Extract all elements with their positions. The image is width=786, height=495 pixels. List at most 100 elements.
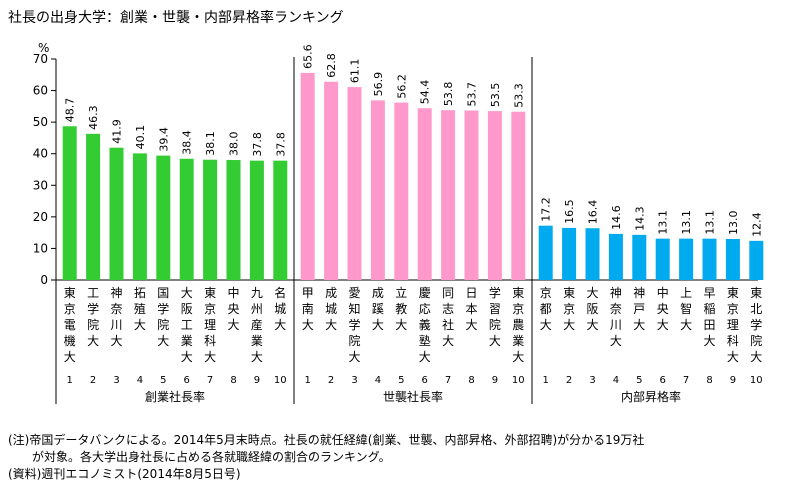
bar bbox=[725, 238, 740, 280]
category-label: 京都大 bbox=[540, 286, 552, 332]
bar bbox=[632, 234, 647, 280]
rank-label: 10 bbox=[512, 375, 525, 386]
data-label: 62.8 bbox=[325, 53, 338, 78]
bar bbox=[300, 72, 315, 281]
y-tick-label: 30 bbox=[33, 178, 48, 192]
bar bbox=[249, 160, 264, 280]
data-label: 53.5 bbox=[489, 83, 502, 108]
category-label: 大阪大 bbox=[586, 286, 598, 332]
bar bbox=[347, 87, 362, 280]
data-label: 13.1 bbox=[657, 210, 670, 235]
rank-label: 10 bbox=[750, 375, 763, 386]
rank-label: 4 bbox=[613, 375, 619, 386]
bar bbox=[417, 108, 432, 280]
y-tick-label: 40 bbox=[33, 147, 48, 161]
data-label: 37.8 bbox=[274, 132, 287, 157]
rank-label: 8 bbox=[230, 375, 236, 386]
rank-label: 4 bbox=[375, 375, 381, 386]
category-label: 日本大 bbox=[465, 286, 477, 332]
bar bbox=[538, 225, 553, 280]
category-label: 大阪工業大 bbox=[181, 286, 193, 364]
rank-label: 6 bbox=[184, 375, 190, 386]
category-label: 工学院大 bbox=[87, 286, 99, 348]
data-label: 48.7 bbox=[64, 98, 77, 123]
category-label: 立教大 bbox=[395, 285, 407, 332]
y-axis-unit: % bbox=[38, 41, 49, 55]
y-tick-label: 20 bbox=[33, 210, 48, 224]
bar bbox=[441, 110, 456, 280]
data-label: 53.3 bbox=[512, 83, 525, 108]
data-label: 16.4 bbox=[587, 200, 600, 225]
data-label: 41.9 bbox=[111, 119, 124, 144]
bar bbox=[86, 133, 101, 280]
category-label: 成城大 bbox=[325, 286, 337, 332]
category-label: 神奈川大 bbox=[110, 286, 122, 348]
rank-label: 9 bbox=[254, 375, 260, 386]
category-label: 中央大 bbox=[227, 285, 239, 332]
rank-label: 3 bbox=[589, 375, 595, 386]
category-label: 国学院大 bbox=[157, 286, 169, 348]
data-label: 54.4 bbox=[419, 80, 432, 105]
rank-label: 5 bbox=[398, 375, 404, 386]
y-tick-label: 10 bbox=[33, 241, 48, 255]
rank-label: 6 bbox=[422, 375, 428, 386]
bar bbox=[324, 81, 339, 280]
rank-label: 2 bbox=[566, 375, 572, 386]
category-label: 同志社大 bbox=[442, 286, 454, 348]
bar bbox=[608, 233, 623, 280]
rank-label: 7 bbox=[445, 375, 451, 386]
category-label: 東京理科大 bbox=[727, 286, 739, 364]
bar bbox=[487, 111, 502, 280]
data-label: 46.3 bbox=[87, 105, 100, 130]
bar bbox=[132, 153, 147, 280]
data-label: 56.2 bbox=[395, 74, 408, 99]
note-line-1: (注)帝国データバンクによる。2014年5月末時点。社長の就任経緯(創業、世襲、… bbox=[8, 433, 645, 447]
rank-label: 7 bbox=[683, 375, 689, 386]
data-label: 14.3 bbox=[633, 206, 646, 231]
data-label: 14.6 bbox=[610, 205, 623, 230]
data-label: 65.6 bbox=[302, 44, 315, 69]
category-label: 学習院大 bbox=[489, 285, 501, 348]
category-label: 名城大 bbox=[274, 285, 286, 332]
group-label: 世襲社長率 bbox=[383, 389, 443, 404]
data-label: 37.8 bbox=[251, 132, 264, 157]
group-label: 内部昇格率 bbox=[621, 389, 681, 404]
rank-label: 7 bbox=[207, 375, 213, 386]
bar bbox=[62, 126, 77, 280]
rank-label: 8 bbox=[468, 375, 474, 386]
bar bbox=[156, 155, 171, 280]
data-label: 38.1 bbox=[204, 131, 217, 156]
bar bbox=[585, 228, 600, 280]
category-label: 甲南大 bbox=[302, 286, 314, 332]
category-label: 神奈川大 bbox=[610, 286, 622, 348]
category-label: 東北学院大 bbox=[750, 286, 762, 364]
data-label: 40.1 bbox=[134, 125, 147, 150]
data-label: 39.4 bbox=[157, 127, 170, 152]
rank-label: 1 bbox=[543, 375, 549, 386]
category-label: 東京電機大 bbox=[64, 286, 76, 364]
rank-label: 1 bbox=[67, 375, 73, 386]
rank-label: 1 bbox=[305, 375, 311, 386]
data-label: 38.4 bbox=[181, 130, 194, 155]
bar bbox=[273, 160, 288, 280]
category-label: 愛知学院大 bbox=[348, 286, 360, 364]
data-label: 53.7 bbox=[466, 82, 479, 107]
bar bbox=[702, 238, 717, 280]
category-label: 神戸大 bbox=[633, 286, 645, 332]
bar bbox=[370, 100, 385, 280]
rank-label: 3 bbox=[351, 375, 357, 386]
bar bbox=[109, 147, 124, 280]
data-label: 61.1 bbox=[349, 59, 362, 84]
rank-label: 9 bbox=[730, 375, 736, 386]
category-label: 成蹊大 bbox=[372, 286, 384, 332]
data-label: 13.1 bbox=[680, 210, 693, 235]
data-label: 17.2 bbox=[540, 197, 553, 222]
rank-label: 10 bbox=[274, 375, 287, 386]
bar bbox=[394, 102, 409, 280]
bar bbox=[562, 227, 577, 280]
bar-chart: 0 10 20 30 40 50 60 70% 48.7 東京電機大 1 46.3 工学院大 2 41.9 神… bbox=[33, 41, 764, 404]
rank-label: 5 bbox=[160, 375, 166, 386]
rank-label: 9 bbox=[492, 375, 498, 386]
data-label: 13.1 bbox=[704, 210, 717, 235]
category-label: 慶応義塾大 bbox=[419, 286, 431, 364]
